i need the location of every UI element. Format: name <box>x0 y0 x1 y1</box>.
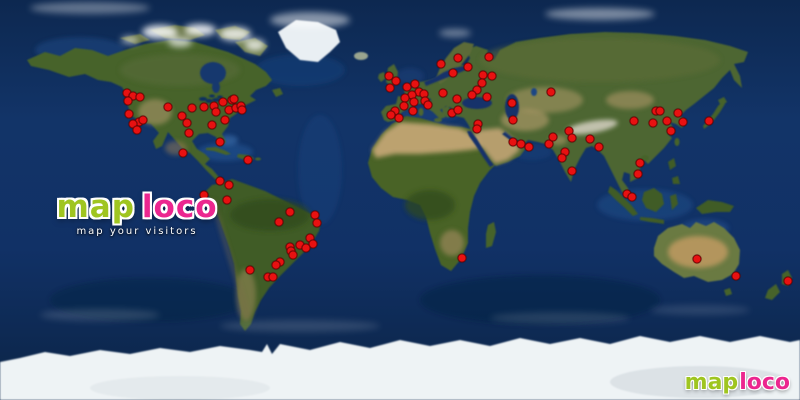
visitor-marker <box>178 148 188 158</box>
visitor-marker <box>635 158 645 168</box>
visitor-marker <box>484 52 494 62</box>
visitor-marker <box>508 115 518 125</box>
visitor-marker <box>391 76 401 86</box>
visitor-marker <box>673 108 683 118</box>
visitor-marker <box>557 153 567 163</box>
visitor-marker <box>199 102 209 112</box>
visitor-marker <box>187 103 197 113</box>
visitor-marker <box>124 109 134 119</box>
ice-sheets <box>0 20 800 400</box>
visitor-marker <box>629 116 639 126</box>
visitor-marker <box>463 62 473 72</box>
visitor-marker <box>546 87 556 97</box>
visitor-marker <box>472 85 482 95</box>
visitor-marker <box>655 106 665 116</box>
visitor-marker <box>215 137 225 147</box>
visitor-marker <box>220 115 230 125</box>
visitor-marker <box>594 142 604 152</box>
visitor-marker <box>285 207 295 217</box>
visitor-marker <box>783 276 793 286</box>
visitor-marker <box>184 128 194 138</box>
visitor-marker <box>237 105 247 115</box>
visitor-marker <box>482 92 492 102</box>
maploco-logo[interactable]: map loco map your visitors <box>52 192 222 238</box>
visitor-marker <box>132 125 142 135</box>
visitor-marker <box>268 272 278 282</box>
visitor-marker <box>135 92 145 102</box>
visitor-marker <box>457 253 467 263</box>
clouds <box>30 2 750 332</box>
visitor-marker <box>662 116 672 126</box>
visitor-marker <box>207 120 217 130</box>
visitor-marker <box>301 243 311 253</box>
visitor-marker <box>274 217 284 227</box>
visitor-marker <box>385 83 395 93</box>
logo-word-loco: loco <box>141 189 218 225</box>
visitor-marker <box>477 78 487 88</box>
watermark-word-map: map <box>684 370 739 395</box>
visitor-marker <box>472 124 482 134</box>
visitor-marker <box>211 107 221 117</box>
visitor-marker <box>394 113 404 123</box>
visitor-marker <box>436 59 446 69</box>
visitor-marker <box>222 195 232 205</box>
visitor-marker <box>678 117 688 127</box>
visitor-marker <box>704 116 714 126</box>
visitor-marker <box>138 115 148 125</box>
visitor-marker <box>633 169 643 179</box>
visitor-marker <box>467 90 477 100</box>
visitor-marker <box>524 142 534 152</box>
visitor-marker <box>409 97 419 107</box>
logo-tagline: map your visitors <box>76 226 198 237</box>
visitor-marker <box>567 133 577 143</box>
visitor-marker <box>666 126 676 136</box>
visitor-marker <box>224 180 234 190</box>
maploco-watermark[interactable]: maploco <box>685 372 790 394</box>
visitor-marker <box>487 71 497 81</box>
visitor-marker <box>288 250 298 260</box>
visitor-marker <box>218 97 228 107</box>
visitor-marker <box>408 106 418 116</box>
visitor-marker <box>243 155 253 165</box>
visitor-marker <box>448 68 458 78</box>
visitor-marker <box>399 101 409 111</box>
visitor-marker <box>507 98 517 108</box>
visitor-marker <box>245 265 255 275</box>
visitor-marker <box>453 53 463 63</box>
visitor-marker <box>453 105 463 115</box>
visitor-marker <box>229 94 239 104</box>
visitor-marker <box>215 176 225 186</box>
visitor-marker <box>177 111 187 121</box>
visitor-marker <box>567 166 577 176</box>
visitor-marker <box>182 118 192 128</box>
logo-word-map: map <box>56 189 135 225</box>
visitor-marker <box>585 134 595 144</box>
visitor-marker <box>648 118 658 128</box>
visitor-marker <box>271 260 281 270</box>
visitor-marker <box>731 271 741 281</box>
watermark-word-loco: loco <box>739 370 790 395</box>
visitor-marker <box>627 192 637 202</box>
visitor-marker <box>423 100 433 110</box>
visitor-marker <box>123 96 133 106</box>
visitor-marker <box>452 94 462 104</box>
visitor-marker <box>199 190 209 200</box>
visitor-marker <box>438 88 448 98</box>
logo-wordmark: map loco <box>52 192 222 223</box>
visitor-marker <box>312 218 322 228</box>
terrain-texture <box>120 38 728 321</box>
visitor-marker <box>692 254 702 264</box>
visitor-marker <box>384 71 394 81</box>
visitor-marker <box>163 102 173 112</box>
visitor-marker <box>548 132 558 142</box>
